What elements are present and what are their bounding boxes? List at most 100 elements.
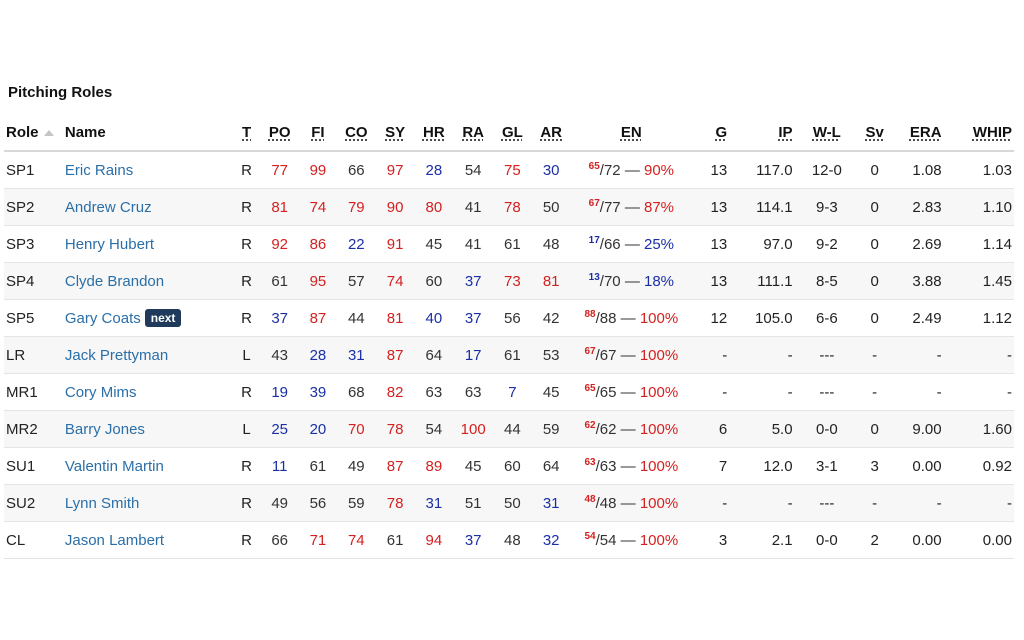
cell-name: Henry Hubert bbox=[60, 225, 233, 263]
cell-po: 92 bbox=[260, 225, 300, 263]
column-header-hr[interactable]: HR bbox=[414, 114, 454, 152]
column-header-ra[interactable]: RA bbox=[453, 114, 494, 152]
energy-current: 67 bbox=[584, 346, 596, 357]
cell-name: Lynn Smith bbox=[60, 484, 233, 522]
energy-percent: 100% bbox=[639, 384, 679, 401]
column-header-name[interactable]: Name bbox=[60, 114, 233, 152]
cell-hr: 31 bbox=[414, 484, 454, 522]
cell-ar: 59 bbox=[531, 410, 571, 448]
cell-throws: R bbox=[233, 373, 261, 411]
cell-gl: 7 bbox=[493, 373, 532, 411]
column-header-sv[interactable]: Sv bbox=[857, 114, 893, 152]
cell-throws: L bbox=[233, 336, 261, 374]
cell-sv: - bbox=[857, 484, 893, 522]
cell-hr: 63 bbox=[414, 373, 454, 411]
cell-ar: 30 bbox=[531, 151, 571, 189]
table-row: SP1 Eric Rains R 77 99 66 97 28 54 75 30 65/72 — 90… bbox=[4, 151, 1014, 189]
player-link[interactable]: Andrew Cruz bbox=[64, 198, 152, 216]
cell-energy: 62/62 — 100% bbox=[570, 410, 693, 448]
energy-current: 17 bbox=[588, 235, 600, 246]
cell-role: SU2 bbox=[4, 484, 61, 522]
cell-ip: - bbox=[731, 373, 797, 411]
cell-g: 13 bbox=[692, 225, 732, 263]
cell-co: 44 bbox=[336, 299, 376, 337]
cell-wl: 0-0 bbox=[796, 410, 858, 448]
cell-hr: 94 bbox=[414, 521, 454, 559]
cell-sy: 61 bbox=[375, 521, 415, 559]
cell-sy: 87 bbox=[375, 447, 415, 485]
column-header-sy[interactable]: SY bbox=[375, 114, 415, 152]
cell-throws: R bbox=[233, 484, 261, 522]
energy-max: /72 — bbox=[599, 162, 644, 179]
player-link[interactable]: Clyde Brandon bbox=[64, 272, 165, 290]
player-link[interactable]: Cory Mims bbox=[64, 383, 137, 401]
cell-whip: - bbox=[945, 336, 1014, 374]
player-link[interactable]: Lynn Smith bbox=[64, 494, 140, 512]
cell-g: 3 bbox=[692, 521, 732, 559]
cell-co: 66 bbox=[336, 151, 376, 189]
cell-hr: 64 bbox=[414, 336, 454, 374]
cell-po: 43 bbox=[260, 336, 300, 374]
column-header-t[interactable]: T bbox=[233, 114, 261, 152]
table-row: SP5 Gary Coats next R 37 87 44 81 40 37 56 42 88/88 … bbox=[4, 299, 1014, 337]
cell-ip: 97.0 bbox=[731, 225, 797, 263]
column-header-g[interactable]: G bbox=[692, 114, 732, 152]
cell-sy: 78 bbox=[375, 410, 415, 448]
column-header-en[interactable]: EN bbox=[570, 114, 693, 152]
cell-whip: 1.10 bbox=[945, 188, 1014, 226]
cell-era: 3.88 bbox=[892, 262, 946, 300]
energy-max: /54 — bbox=[595, 532, 640, 549]
table-body: SP1 Eric Rains R 77 99 66 97 28 54 75 30 65/72 — 90… bbox=[4, 151, 1014, 559]
cell-sy: 90 bbox=[375, 188, 415, 226]
player-link[interactable]: Henry Hubert bbox=[64, 235, 155, 253]
player-link[interactable]: Eric Rains bbox=[64, 161, 134, 179]
energy-percent: 100% bbox=[639, 347, 679, 364]
cell-ra: 54 bbox=[453, 151, 494, 189]
cell-wl: --- bbox=[796, 336, 858, 374]
cell-g: 12 bbox=[692, 299, 732, 337]
cell-po: 61 bbox=[260, 262, 300, 300]
cell-ip: - bbox=[731, 336, 797, 374]
cell-era: - bbox=[892, 484, 946, 522]
column-header-ip[interactable]: IP bbox=[731, 114, 797, 152]
cell-g: - bbox=[692, 373, 732, 411]
energy-max: /62 — bbox=[595, 421, 640, 438]
cell-sv: - bbox=[857, 373, 893, 411]
cell-co: 57 bbox=[336, 262, 376, 300]
cell-ar: 81 bbox=[531, 262, 571, 300]
cell-co: 74 bbox=[336, 521, 376, 559]
column-header-whip[interactable]: WHIP bbox=[945, 114, 1014, 152]
player-link[interactable]: Gary Coats bbox=[64, 310, 141, 327]
cell-ra: 63 bbox=[453, 373, 494, 411]
column-header-ar[interactable]: AR bbox=[531, 114, 571, 152]
cell-whip: 1.60 bbox=[945, 410, 1014, 448]
cell-gl: 50 bbox=[493, 484, 532, 522]
cell-g: 6 bbox=[692, 410, 732, 448]
player-link[interactable]: Barry Jones bbox=[64, 420, 145, 438]
cell-role: SP2 bbox=[4, 188, 61, 226]
cell-energy: 13/70 — 18% bbox=[570, 262, 693, 300]
cell-ip: 5.0 bbox=[731, 410, 797, 448]
player-link[interactable]: Valentin Martin bbox=[64, 457, 164, 475]
cell-name: Jason Lambert bbox=[60, 521, 233, 559]
cell-whip: - bbox=[945, 484, 1014, 522]
player-link[interactable]: Jason Lambert bbox=[64, 531, 165, 549]
cell-ip: 111.1 bbox=[731, 262, 797, 300]
cell-energy: 54/54 — 100% bbox=[570, 521, 693, 559]
column-header-era[interactable]: ERA bbox=[892, 114, 946, 152]
column-header-fi[interactable]: FI bbox=[299, 114, 337, 152]
cell-whip: - bbox=[945, 373, 1014, 411]
cell-po: 19 bbox=[260, 373, 300, 411]
column-header-gl[interactable]: GL bbox=[493, 114, 532, 152]
energy-max: /66 — bbox=[599, 236, 644, 253]
cell-ar: 31 bbox=[531, 484, 571, 522]
column-header-role[interactable]: Role bbox=[4, 114, 61, 152]
column-header-wl[interactable]: W-L bbox=[796, 114, 858, 152]
player-link[interactable]: Jack Prettyman bbox=[64, 346, 169, 364]
cell-g: 13 bbox=[692, 188, 732, 226]
cell-whip: 1.45 bbox=[945, 262, 1014, 300]
cell-energy: 65/72 — 90% bbox=[570, 151, 693, 189]
column-header-co[interactable]: CO bbox=[336, 114, 376, 152]
column-header-po[interactable]: PO bbox=[260, 114, 300, 152]
cell-sy: 82 bbox=[375, 373, 415, 411]
